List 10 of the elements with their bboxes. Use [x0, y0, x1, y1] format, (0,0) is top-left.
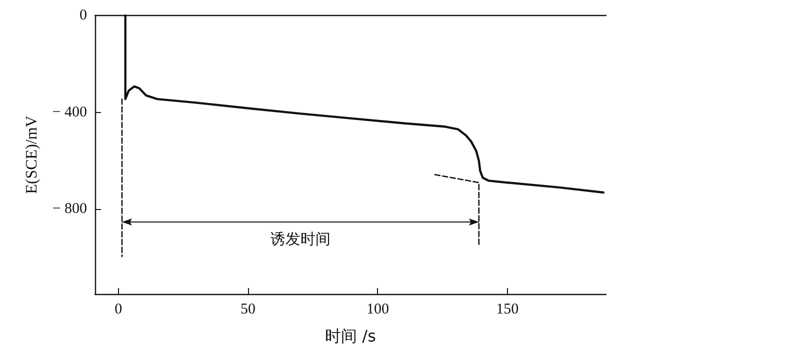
x-tick-label: 0: [114, 302, 122, 318]
x-tick-label: 100: [366, 302, 389, 318]
x-tick-label: 50: [240, 302, 256, 318]
x-tick-label: 150: [496, 302, 519, 318]
y-tick-label: 0: [80, 8, 87, 24]
annotation: 诱发时间: [270, 230, 330, 248]
y-tick-label: − 400: [52, 104, 87, 120]
y-tick-label: − 800: [52, 201, 87, 218]
x-axis-title: 时间 /s: [325, 326, 376, 346]
y-axis-title: E(SCE)/mV: [24, 115, 40, 194]
